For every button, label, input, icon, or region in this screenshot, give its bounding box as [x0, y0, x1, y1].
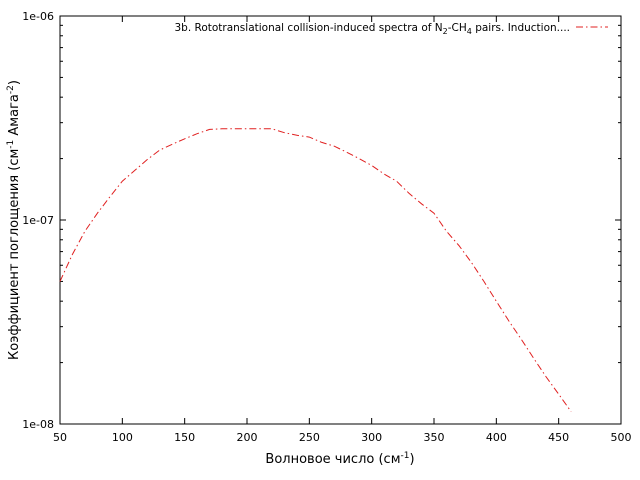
x-axis-title: Волновое число (см-1) — [265, 451, 414, 467]
x-tick-label: 450 — [548, 431, 569, 444]
y-axis-title: Коэффициент поглощения (см-1 Амага-2) — [6, 80, 22, 360]
x-tick-label: 200 — [237, 431, 258, 444]
y-tick-label: 1e-08 — [22, 418, 54, 431]
legend-label: 3b. Rototranslational collision-induced … — [174, 22, 570, 36]
x-tick-label: 250 — [299, 431, 320, 444]
x-tick-label: 300 — [361, 431, 382, 444]
x-tick-label: 100 — [112, 431, 133, 444]
x-tick-label: 350 — [424, 431, 445, 444]
plot-frame — [59, 15, 622, 425]
axis-tick-labels: 50 100 150 200 250 300 350 400 450 500 1e-08 1e-07 1… — [22, 10, 631, 444]
series-layer — [59, 128, 572, 412]
legend: 3b. Rototranslational collision-induced … — [174, 22, 608, 36]
x-tick-label: 500 — [611, 431, 632, 444]
x-tick-label: 400 — [486, 431, 507, 444]
axis-ticks — [60, 16, 621, 424]
y-tick-label: 1e-07 — [22, 214, 54, 227]
x-tick-label: 50 — [53, 431, 67, 444]
y-tick-label: 1e-06 — [22, 10, 54, 23]
x-tick-label: 150 — [174, 431, 195, 444]
series-line — [59, 128, 572, 412]
